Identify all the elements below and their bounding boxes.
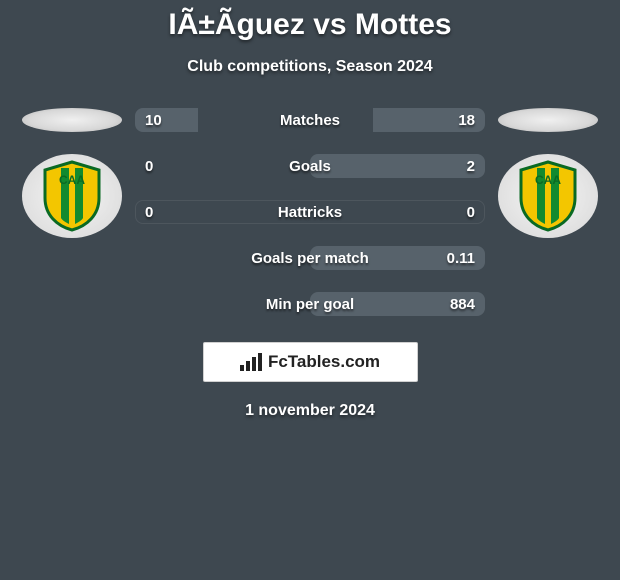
stat-right-value: 0.11 [447,250,485,267]
brand-text: FcTables.com [268,352,380,372]
stat-right-value: 884 [450,296,485,313]
shield-icon: CAA [41,160,103,232]
footer-date: 1 november 2024 [0,402,620,420]
brand-attribution[interactable]: FcTables.com [203,342,418,382]
svg-text:CAA: CAA [59,173,85,187]
stat-row: Goals per match0.11 [135,246,485,270]
svg-text:CAA: CAA [535,173,561,187]
stat-row: 0Goals2 [135,154,485,178]
stat-right-value: 2 [467,158,485,175]
stat-label: Goals [135,158,485,175]
stat-right-value: 0 [467,204,485,221]
comparison-wrap: CAA 10Matches180Goals20Hattricks0Goals p… [0,108,620,316]
stat-label: Goals per match [135,250,485,267]
stat-right-value: 18 [458,112,485,129]
shield-icon: CAA [517,160,579,232]
stats-bars: 10Matches180Goals20Hattricks0Goals per m… [135,108,485,316]
stat-label: Hattricks [135,204,485,221]
right-club-badge: CAA [498,154,598,238]
stat-row: 10Matches18 [135,108,485,132]
page-subtitle: Club competitions, Season 2024 [0,58,620,76]
stat-row: 0Hattricks0 [135,200,485,224]
stat-label: Matches [135,112,485,129]
right-player-avatar [498,108,598,132]
bars-icon [240,353,262,371]
left-player-column: CAA [17,108,127,316]
right-player-column: CAA [493,108,603,316]
page-title: IÃ±Ãguez vs Mottes [0,0,620,42]
stat-label: Min per goal [135,296,485,313]
stat-row: Min per goal884 [135,292,485,316]
left-player-avatar [22,108,122,132]
left-club-badge: CAA [22,154,122,238]
